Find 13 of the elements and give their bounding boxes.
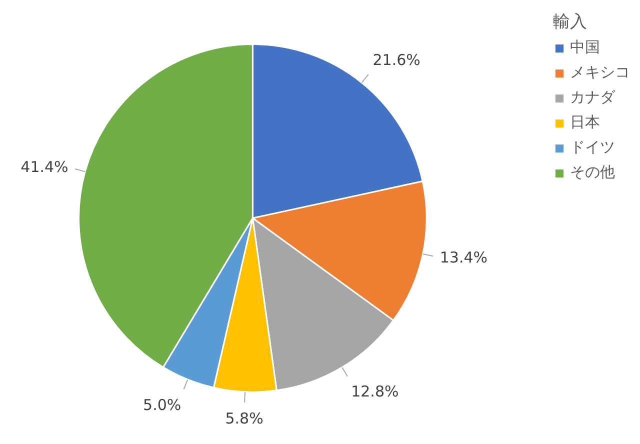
legend-label: その他: [570, 163, 615, 182]
data-label: 13.4%: [440, 248, 488, 267]
legend-title: 輸入: [553, 11, 588, 33]
legend-label: 日本: [570, 113, 600, 132]
legend-label: メキシコ: [570, 63, 630, 82]
data-label: 5.8%: [225, 409, 264, 428]
data-label: 41.4%: [20, 158, 68, 176]
data-label: 5.0%: [143, 396, 182, 414]
data-label: 12.8%: [351, 382, 399, 400]
legend-label: 中国: [570, 38, 600, 57]
legend-label: カナダ: [570, 88, 615, 107]
data-label: 21.6%: [372, 51, 420, 70]
legend-label: ドイツ: [570, 138, 615, 157]
